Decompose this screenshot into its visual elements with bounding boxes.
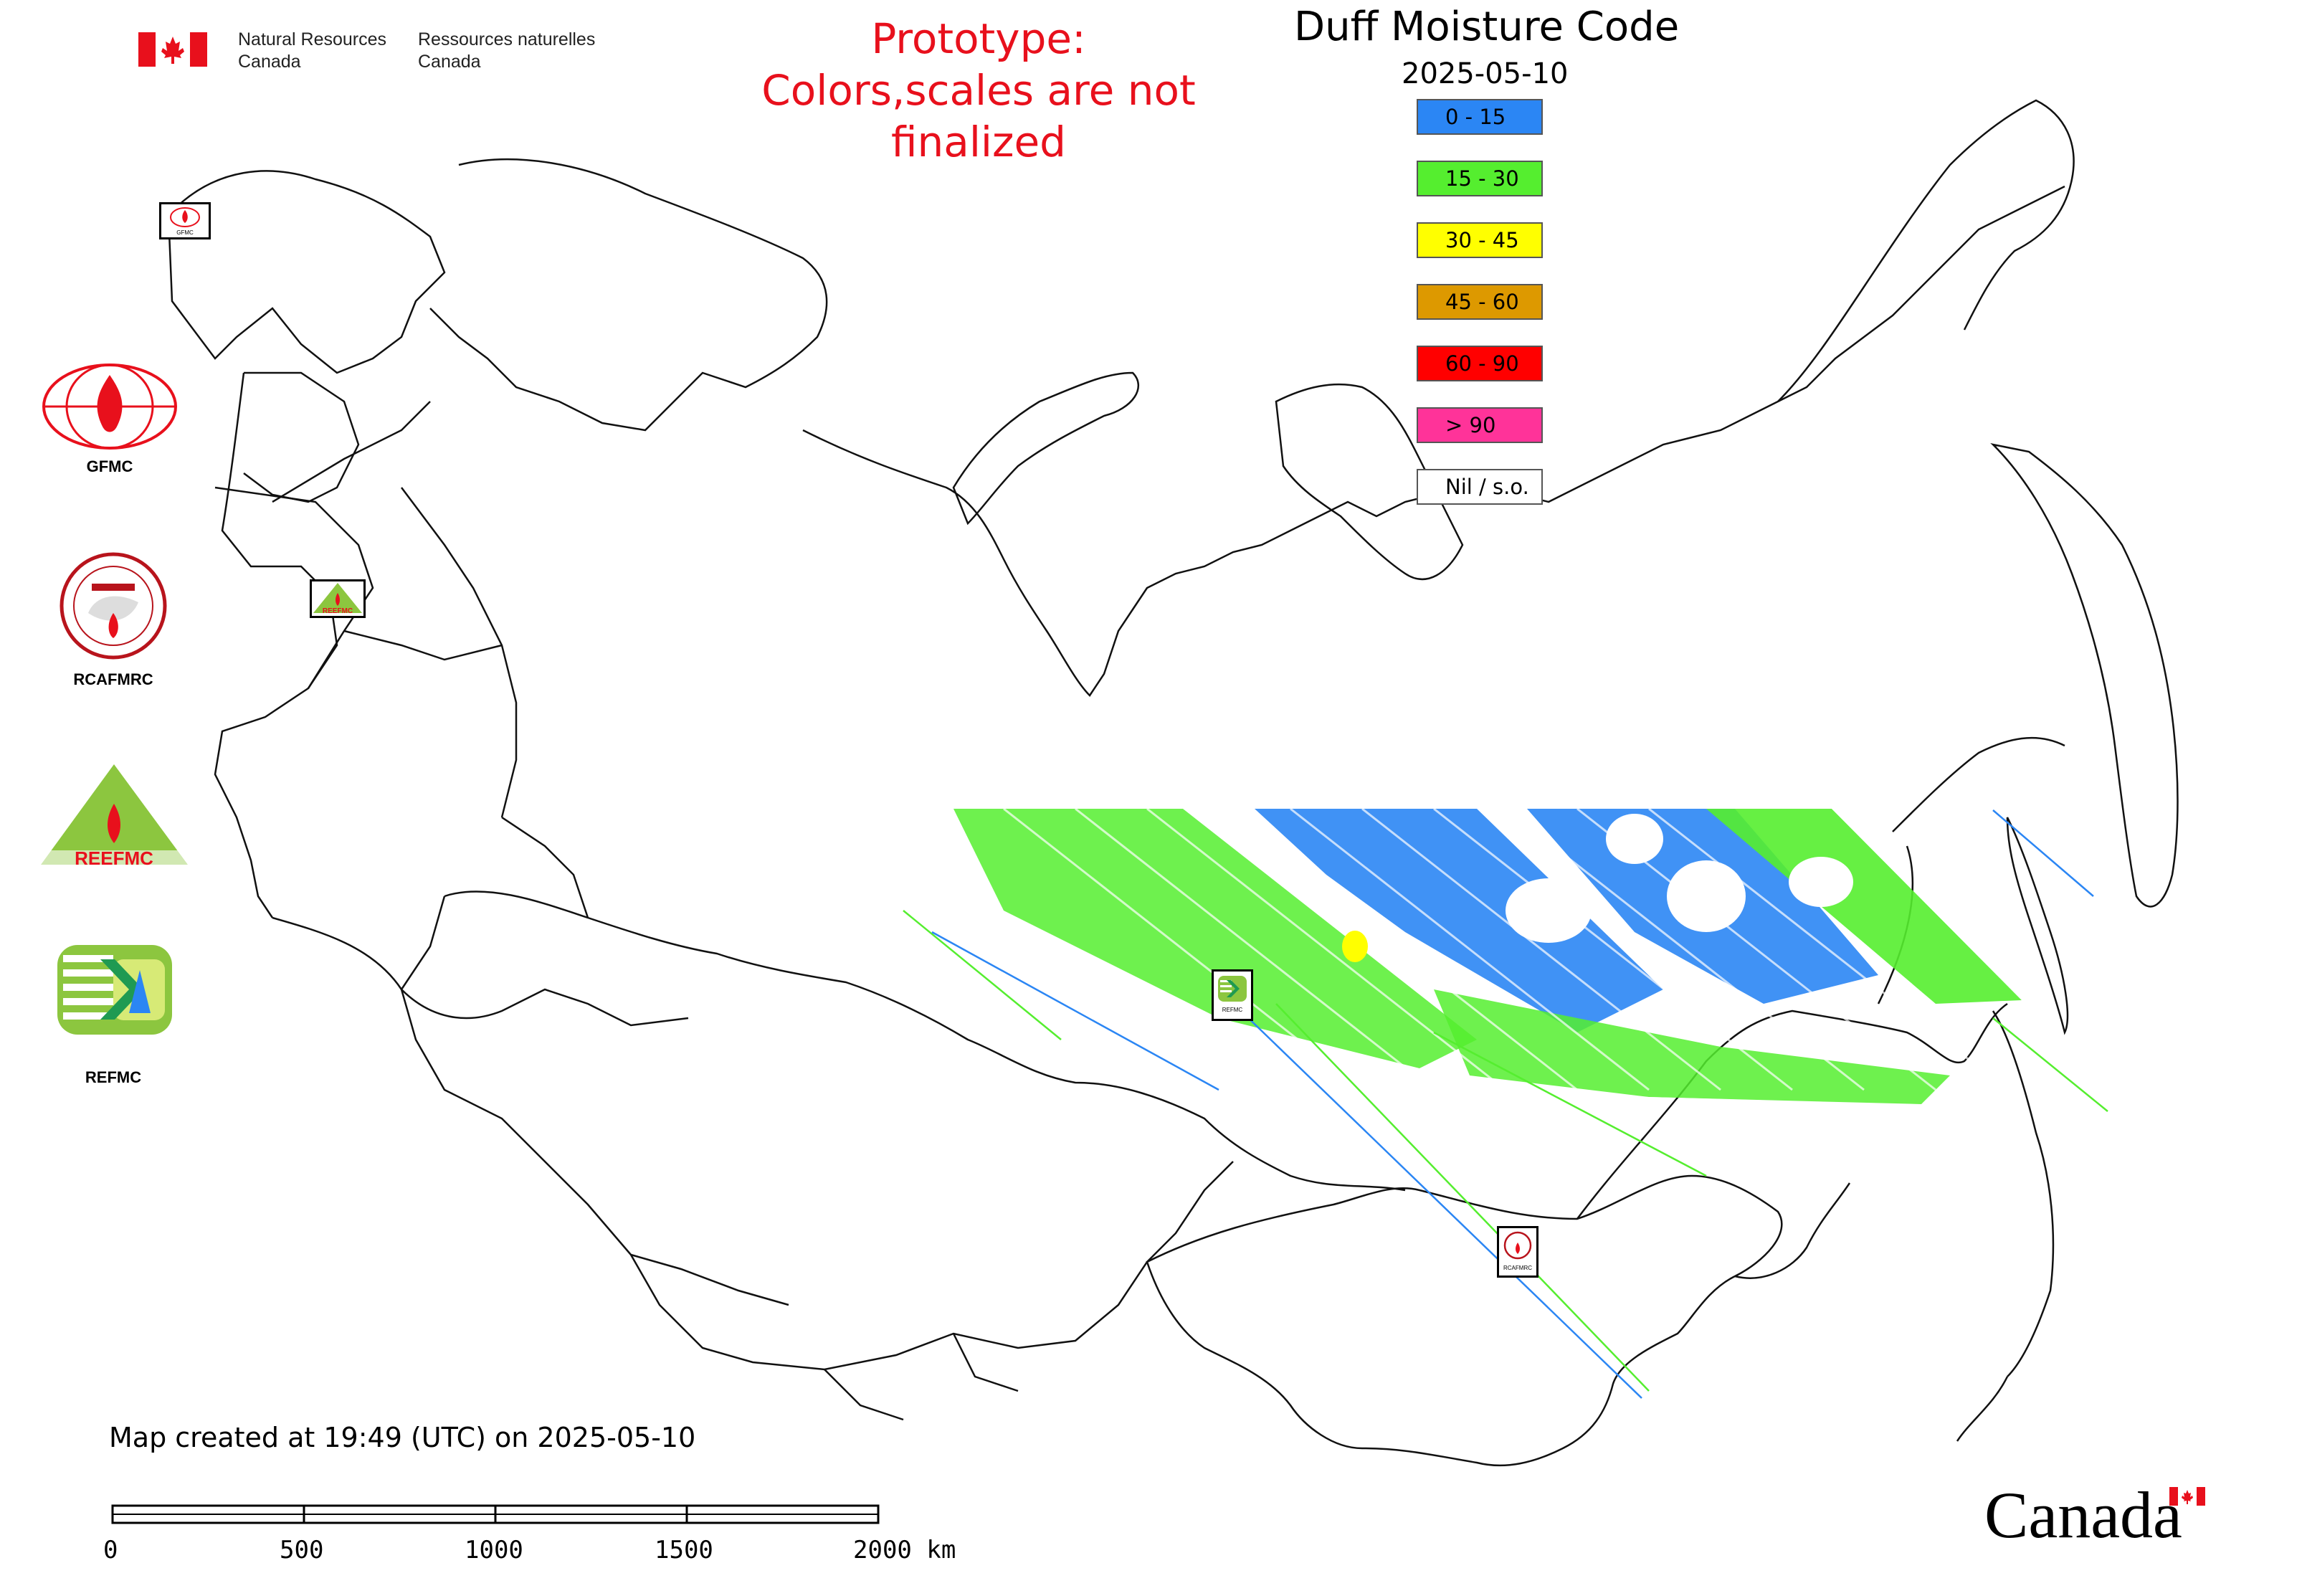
kamchatka [1990,442,2179,908]
agency-name-en-line2: Canada [238,52,301,72]
russia-south-border-east [1576,1002,2055,1377]
legend-item-45-60: 45 - 60 [1417,284,1543,320]
dmc-yellow-spot [1342,931,1368,962]
scale-tick-500: 500 [280,1536,324,1564]
refmc-logo-label: REFMC [85,1068,142,1086]
prototype-notice: Prototype: Colors,scales are not finaliz… [674,13,1283,168]
legend-item-15-30: 15 - 30 [1417,161,1543,196]
gfmc-marker-label: GFMC [176,229,194,236]
central-asia-borders [630,1253,1019,1421]
legend-item-30-45: 30 - 45 [1417,222,1543,258]
western-border [214,372,338,918]
agency-name-fr-line2: Canada [418,52,481,72]
canada-flag-icon [138,32,207,67]
baltic-states [243,371,360,503]
dmc-green-band-1 [953,809,1477,1068]
gfmc-logo-label: GFMC [86,457,133,475]
agency-name-en-line1: Natural Resources [238,29,387,49]
sakhalin [2006,817,2069,1035]
gfmc-marker-icon: GFMC [159,202,211,239]
refmc-marker-icon: REFMC [1212,969,1253,1021]
novaya-zemlya [952,371,1140,526]
china-coast [1734,1182,2009,1442]
legend-label: 45 - 60 [1445,290,1519,314]
kazakhstan-outline [400,896,1234,1371]
prototype-notice-line2: Colors,scales are not finalized [761,66,1196,166]
reefmc-marker-label: REEFMC [323,607,353,615]
country-borders [167,99,2179,1467]
map-title: Duff Moisture Code [1294,4,1680,50]
internal-borders [272,401,589,918]
taimyr [1275,383,1464,581]
legend-label: Nil / s.o. [1445,475,1529,499]
agency-name-fr-line1: Ressources naturelles [418,29,596,49]
swath-tails [903,809,2108,1399]
legend-label: 0 - 15 [1445,105,1506,129]
canada-wordmark-flag-icon [2169,1487,2205,1506]
legend-item-nil: Nil / s.o. [1417,469,1543,505]
legend-label: 15 - 30 [1445,166,1519,191]
reefmc-marker-icon: REEFMC [310,579,366,618]
scale-tick-0: 0 [103,1536,118,1564]
dmc-green-band-2 [1706,809,2022,1004]
svg-text:REEFMC: REEFMC [75,847,153,869]
dmc-gap [1606,814,1663,864]
swath-streaks [1003,809,2008,1091]
caucasus-border [272,916,689,1027]
dmc-blue-band-1 [1255,809,1663,1032]
dmc-gap [1506,878,1592,943]
belarus-ukraine [214,486,374,689]
rcafmrc-marker-icon: RCAFMRC [1497,1226,1538,1278]
scale-tick-1500: 1500 [655,1536,713,1564]
refmc-marker-label: REFMC [1222,1007,1243,1013]
rcafmrc-marker-label: RCAFMRC [1503,1265,1532,1271]
legend-label: 30 - 45 [1445,228,1519,252]
chukotka [1777,99,2075,402]
canada-wordmark-text: Canada [1984,1478,2182,1552]
reefmc-logo-icon: REEFMC [37,764,191,872]
dmc-gap [1667,860,1746,932]
agency-name-en: Natural Resources Canada [238,29,386,73]
legend-item-60-90: 60 - 90 [1417,346,1543,381]
canada-wordmark: Canada [1984,1477,2221,1563]
prototype-notice-line1: Prototype: [871,14,1086,63]
legend-label: > 90 [1445,413,1496,437]
map-date: 2025-05-10 [1402,57,1569,90]
mongolia-outline [1146,1174,1783,1467]
legend-item-0-15: 0 - 15 [1417,99,1543,135]
kola-white-sea-coast [429,158,828,432]
rcafmrc-logo-label: RCAFMRC [73,670,153,688]
arctic-coast [802,185,2065,697]
scandinavia-coast [167,170,446,374]
rcafmrc-logo-icon [60,552,167,660]
scale-bar [111,1504,880,1524]
dmc-gap [1789,857,1853,907]
scale-tick-1000: 1000 [465,1536,523,1564]
dmc-green-band-3 [1434,989,1950,1104]
legend-item-gt-90: > 90 [1417,407,1543,443]
legend-label: 60 - 90 [1445,351,1519,376]
agency-name-fr: Ressources naturelles Canada [418,29,595,73]
refmc-logo-icon [57,945,172,1035]
kazakhstan-north-border [444,890,1406,1192]
scale-tick-2000: 2000 km [853,1536,956,1564]
gfmc-logo-icon [42,362,178,452]
map-created-note: Map created at 19:49 (UTC) on 2025-05-10 [109,1422,696,1453]
dmc-data-layer [953,809,2022,1104]
